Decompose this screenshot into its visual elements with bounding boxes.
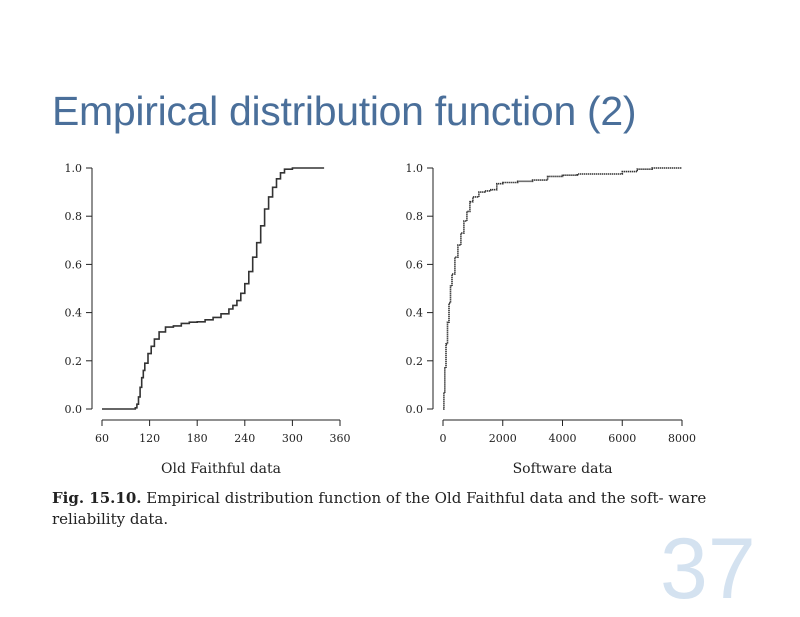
y-tick-label: 0.8 [65, 210, 83, 223]
y-tick-label: 1.0 [65, 162, 83, 175]
caption-text: Empirical distribution function of the O… [52, 489, 707, 528]
y-tick-label: 1.0 [406, 162, 424, 175]
x-tick-label: 360 [330, 432, 351, 445]
x-tick-label: 60 [95, 432, 109, 445]
figure-caption: Fig. 15.10. Empirical distribution funct… [52, 488, 712, 530]
y-tick-label: 0.2 [406, 355, 424, 368]
edf-series-line [443, 167, 682, 410]
y-tick-label: 0.0 [406, 403, 424, 416]
x-tick-label: 120 [139, 432, 160, 445]
x-tick-label: 300 [282, 432, 303, 445]
x-tick-label: 4000 [549, 432, 577, 445]
y-tick-label: 0.8 [406, 210, 424, 223]
y-tick-label: 0.4 [65, 307, 83, 320]
chart-software: 0.0 0.2 0.4 0.6 0.8 1.0 0 2000 4000 6000 8000 Softw… [406, 162, 697, 477]
x-tick-label: 2000 [489, 432, 517, 445]
y-tick-label: 0.4 [406, 307, 424, 320]
y-tick-label: 0.0 [65, 403, 83, 416]
y-tick-label: 0.6 [406, 258, 424, 271]
x-tick-label: 240 [234, 432, 255, 445]
y-tick-label: 0.6 [65, 258, 83, 271]
x-tick-label: 0 [440, 432, 447, 445]
figure: 0.0 0.2 0.4 0.6 0.8 1.0 60 120 180 240 300 360 Old F… [65, 162, 697, 477]
caption-label: Fig. 15.10. [52, 489, 142, 507]
x-tick-label: 8000 [668, 432, 696, 445]
x-tick-label: 6000 [608, 432, 636, 445]
edf-series-line [102, 167, 325, 410]
chart-old-faithful: 0.0 0.2 0.4 0.6 0.8 1.0 60 120 180 240 300 360 Old F… [65, 162, 351, 477]
slide-title: Empirical distribution function (2) [52, 88, 637, 134]
x-axis-title: Old Faithful data [161, 461, 281, 477]
x-axis-title: Software data [513, 461, 613, 477]
x-tick-label: 180 [187, 432, 208, 445]
y-tick-label: 0.2 [65, 355, 83, 368]
slide-number: 37 [660, 521, 756, 617]
